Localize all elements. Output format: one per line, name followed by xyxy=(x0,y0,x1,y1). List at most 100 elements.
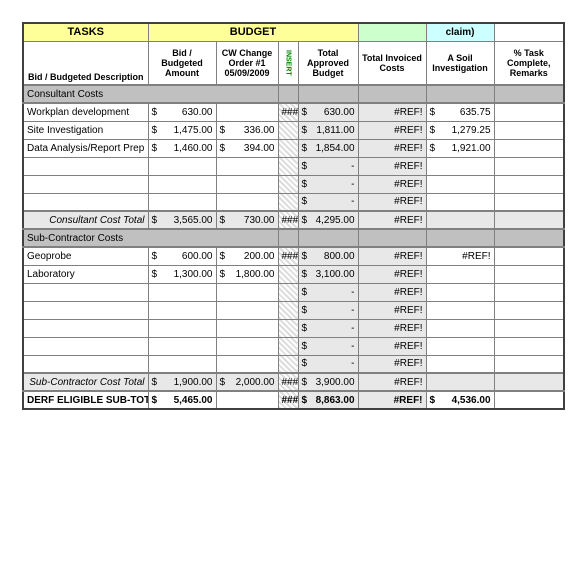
cell xyxy=(216,157,278,175)
cell xyxy=(148,193,216,211)
cell xyxy=(494,319,564,337)
cell: #REF! xyxy=(358,355,426,373)
table-row: -#REF! xyxy=(23,337,564,355)
cell: #REF! xyxy=(358,391,426,409)
cell xyxy=(278,301,298,319)
col-cw: CW Change Order #1 05/09/2009 xyxy=(216,41,278,85)
cell: ### xyxy=(278,247,298,265)
cell xyxy=(216,355,278,373)
cell: #REF! xyxy=(358,211,426,229)
cell: Consultant Cost Total xyxy=(23,211,148,229)
cell: #REF! xyxy=(358,265,426,283)
cell: - xyxy=(298,301,358,319)
cell: Workplan development xyxy=(23,103,148,121)
cell: #REF! xyxy=(358,247,426,265)
cell: 600.00 xyxy=(148,247,216,265)
cell: ### xyxy=(278,373,298,391)
cell: #REF! xyxy=(358,103,426,121)
grand-total-row: DERF ELIGIBLE SUB-TOTALS 5,465.00 ### 8,… xyxy=(23,391,564,409)
cell: #REF! xyxy=(358,121,426,139)
cell: #REF! xyxy=(358,337,426,355)
cell xyxy=(23,175,148,193)
cell xyxy=(23,193,148,211)
cell: #REF! xyxy=(426,247,494,265)
cell: 4,295.00 xyxy=(298,211,358,229)
cell: Sub-Contractor Cost Total xyxy=(23,373,148,391)
cell xyxy=(148,301,216,319)
cell xyxy=(148,283,216,301)
cell: #REF! xyxy=(358,319,426,337)
cell xyxy=(494,265,564,283)
cell: 2,000.00 xyxy=(216,373,278,391)
cell: #REF! xyxy=(358,373,426,391)
cell xyxy=(494,283,564,301)
table-row: -#REF! xyxy=(23,355,564,373)
cell: ### xyxy=(278,211,298,229)
cell xyxy=(278,175,298,193)
cell xyxy=(216,103,278,121)
cell: Data Analysis/Report Prep xyxy=(23,139,148,157)
cell xyxy=(426,193,494,211)
column-header-row: Bid / Budgeted Description Bid / Budgete… xyxy=(23,41,564,85)
table-row: -#REF! xyxy=(23,301,564,319)
cell: 800.00 xyxy=(298,247,358,265)
cell xyxy=(426,175,494,193)
cell: #REF! xyxy=(358,139,426,157)
cell xyxy=(216,301,278,319)
hdr-tasks: TASKS xyxy=(23,23,148,41)
cell: 3,100.00 xyxy=(298,265,358,283)
cell: - xyxy=(298,175,358,193)
cell: Laboratory xyxy=(23,265,148,283)
cell: #REF! xyxy=(358,175,426,193)
cell xyxy=(494,391,564,409)
cell xyxy=(494,121,564,139)
cell: DERF ELIGIBLE SUB-TOTALS xyxy=(23,391,148,409)
cell: #REF! xyxy=(358,283,426,301)
cell xyxy=(216,283,278,301)
cell: 1,300.00 xyxy=(148,265,216,283)
col-total-approved: Total Approved Budget xyxy=(298,41,358,85)
consultant-total-row: Consultant Cost Total 3,565.00 730.00 ##… xyxy=(23,211,564,229)
cell xyxy=(148,355,216,373)
cell: 1,475.00 xyxy=(148,121,216,139)
cell xyxy=(426,301,494,319)
cell: 1,279.25 xyxy=(426,121,494,139)
cell: #REF! xyxy=(358,193,426,211)
cell: Site Investigation xyxy=(23,121,148,139)
section-consultant: Consultant Costs xyxy=(23,85,564,103)
cell xyxy=(278,337,298,355)
cell: - xyxy=(298,157,358,175)
col-desc: Bid / Budgeted Description xyxy=(23,41,148,85)
cell xyxy=(426,337,494,355)
cell: 336.00 xyxy=(216,121,278,139)
cell: 630.00 xyxy=(148,103,216,121)
hdr-budget: BUDGET xyxy=(148,23,358,41)
col-insert: INSERT xyxy=(278,41,298,85)
cell: 635.75 xyxy=(426,103,494,121)
table-row: Site Investigation1,475.00336.00 1,811.00… xyxy=(23,121,564,139)
cell: 4,536.00 xyxy=(426,391,494,409)
section-title: Consultant Costs xyxy=(23,85,278,103)
cell xyxy=(148,157,216,175)
col-bid: Bid / Budgeted Amount xyxy=(148,41,216,85)
cell xyxy=(23,283,148,301)
cell xyxy=(494,373,564,391)
cell xyxy=(216,337,278,355)
cell: 1,921.00 xyxy=(426,139,494,157)
cell: 1,811.00 xyxy=(298,121,358,139)
table-row: -#REF! xyxy=(23,157,564,175)
table-row: Data Analysis/Report Prep1,460.00394.001… xyxy=(23,139,564,157)
cell xyxy=(23,301,148,319)
cell: 1,800.00 xyxy=(216,265,278,283)
cell xyxy=(426,211,494,229)
top-header-row: TASKS BUDGET claim) xyxy=(23,23,564,41)
budget-table: TASKS BUDGET claim) Bid / Budgeted Descr… xyxy=(22,22,565,410)
section-title: Sub-Contractor Costs xyxy=(23,229,278,247)
hdr-gap xyxy=(358,23,426,41)
cell xyxy=(278,319,298,337)
cell: 3,900.00 xyxy=(298,373,358,391)
cell: ### xyxy=(278,103,298,121)
cell: 630.00 xyxy=(298,103,358,121)
cell xyxy=(216,391,278,409)
cell: 8,863.00 xyxy=(298,391,358,409)
